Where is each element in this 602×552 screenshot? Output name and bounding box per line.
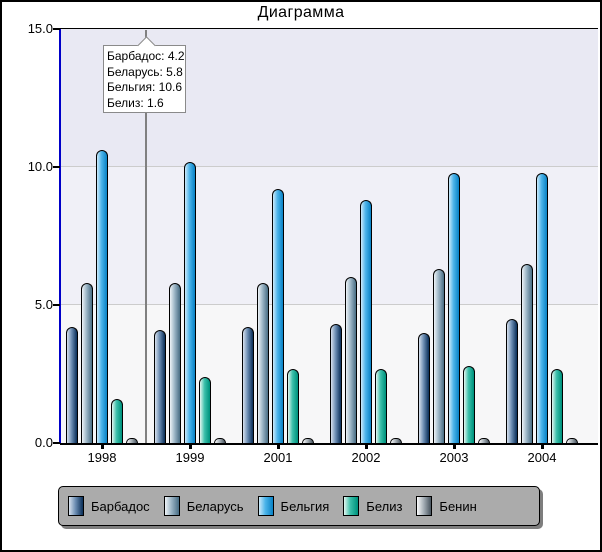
legend-swatch-icon bbox=[257, 496, 274, 516]
bar-Беларусь-2004[interactable] bbox=[521, 263, 533, 443]
bar-Барбадос-1999[interactable] bbox=[154, 329, 166, 443]
bar-Бельгия-2001[interactable] bbox=[272, 189, 284, 443]
legend-item-Белиз[interactable]: Белиз bbox=[343, 496, 402, 516]
y-axis-tick-mark bbox=[53, 304, 60, 306]
x-axis-tick-mark bbox=[452, 444, 456, 449]
bar-Барбадос-1998[interactable] bbox=[66, 327, 78, 443]
legend-label: Бенин bbox=[439, 498, 477, 514]
legend-label: Барбадос bbox=[91, 498, 150, 514]
bar-Барбадос-2003[interactable] bbox=[418, 332, 430, 443]
bar-Беларусь-2002[interactable] bbox=[345, 277, 357, 443]
x-axis-label-2003: 2003 bbox=[439, 450, 469, 465]
plot-top-border bbox=[60, 28, 598, 29]
bar-Бенин-2001[interactable] bbox=[302, 437, 314, 443]
bar-Бельгия-2002[interactable] bbox=[360, 200, 372, 443]
legend-item-Барбадос[interactable]: Барбадос bbox=[68, 496, 150, 516]
bar-Бенин-2002[interactable] bbox=[390, 437, 402, 443]
x-axis-tick-mark bbox=[276, 444, 280, 449]
tooltip-line: Бельгия: 10.6 bbox=[107, 80, 183, 94]
x-axis-tick-mark bbox=[540, 444, 544, 449]
bar-Беларусь-2003[interactable] bbox=[433, 269, 445, 443]
y-axis-line bbox=[59, 29, 61, 444]
tooltip-callout-line bbox=[145, 30, 147, 443]
y-axis-tick-label: 5.0 bbox=[34, 297, 53, 312]
bar-Бельгия-1998[interactable] bbox=[96, 150, 108, 443]
bar-Бенин-2004[interactable] bbox=[566, 437, 578, 443]
tooltip-line: Барбадос: 4.2 bbox=[107, 49, 185, 63]
x-axis-tick-mark bbox=[188, 444, 192, 449]
bar-Белиз-2001[interactable] bbox=[287, 368, 299, 443]
bar-Бельгия-1999[interactable] bbox=[184, 161, 196, 443]
bar-Белиз-1999[interactable] bbox=[199, 376, 211, 443]
bar-Беларусь-2001[interactable] bbox=[257, 282, 269, 443]
bar-Бенин-1998[interactable] bbox=[126, 437, 138, 443]
bar-Бенин-2003[interactable] bbox=[478, 437, 490, 443]
bar-Барбадос-2004[interactable] bbox=[506, 318, 518, 443]
legend: Барбадос Беларусь Бельгия Белиз Бенин bbox=[58, 486, 540, 526]
bar-Белиз-2003[interactable] bbox=[463, 365, 475, 443]
bar-Барбадос-2001[interactable] bbox=[242, 327, 254, 443]
x-axis-label-1999: 1999 bbox=[175, 450, 205, 465]
bar-Бельгия-2004[interactable] bbox=[536, 172, 548, 443]
gridline-10 bbox=[60, 166, 598, 167]
legend-label: Бельгия bbox=[280, 498, 330, 514]
x-axis-label-2001: 2001 bbox=[263, 450, 293, 465]
x-axis-label-2004: 2004 bbox=[527, 450, 557, 465]
x-axis-line bbox=[60, 443, 598, 445]
legend-label: Беларусь bbox=[186, 498, 244, 514]
x-axis-tick-mark bbox=[100, 444, 104, 449]
bar-Белиз-2004[interactable] bbox=[551, 368, 563, 443]
y-axis-tick-label: 15.0 bbox=[27, 21, 53, 36]
plot-area bbox=[60, 29, 598, 443]
legend-item-Беларусь[interactable]: Беларусь bbox=[163, 496, 244, 516]
legend-swatch-icon bbox=[343, 496, 360, 516]
y-axis-tick-mark bbox=[53, 442, 60, 444]
bar-Бельгия-2003[interactable] bbox=[448, 172, 460, 443]
bar-Белиз-2002[interactable] bbox=[375, 368, 387, 443]
bar-Беларусь-1999[interactable] bbox=[169, 282, 181, 443]
legend-swatch-icon bbox=[163, 496, 180, 516]
bar-Бенин-1999[interactable] bbox=[214, 437, 226, 443]
y-axis-tick-label: 0.0 bbox=[34, 435, 53, 450]
y-axis-tick-mark bbox=[53, 166, 60, 168]
x-axis-tick-mark bbox=[364, 444, 368, 449]
data-tooltip: Барбадос: 4.2 Беларусь: 5.8 Бельгия: 10.… bbox=[103, 36, 186, 113]
legend-label: Белиз bbox=[366, 498, 403, 514]
tooltip-line: Беларусь: 5.8 bbox=[107, 64, 183, 79]
legend-item-Бельгия[interactable]: Бельгия bbox=[257, 496, 330, 516]
y-axis-tick-mark bbox=[53, 28, 60, 30]
bar-Беларусь-1998[interactable] bbox=[81, 282, 93, 443]
chart-title: Диаграмма bbox=[257, 4, 345, 21]
plot-band-middle bbox=[60, 167, 598, 305]
x-axis-label-1998: 1998 bbox=[87, 450, 117, 465]
x-axis-label-2002: 2002 bbox=[351, 450, 381, 465]
bar-Барбадос-2002[interactable] bbox=[330, 324, 342, 443]
gridline-5 bbox=[60, 304, 598, 305]
legend-item-Бенин[interactable]: Бенин bbox=[416, 496, 477, 516]
legend-swatch-icon bbox=[416, 496, 433, 516]
tooltip-line: Белиз: 1.6 bbox=[107, 95, 164, 110]
bar-Белиз-1998[interactable] bbox=[111, 398, 123, 443]
legend-swatch-icon bbox=[68, 496, 84, 516]
y-axis-tick-label: 10.0 bbox=[27, 159, 53, 174]
